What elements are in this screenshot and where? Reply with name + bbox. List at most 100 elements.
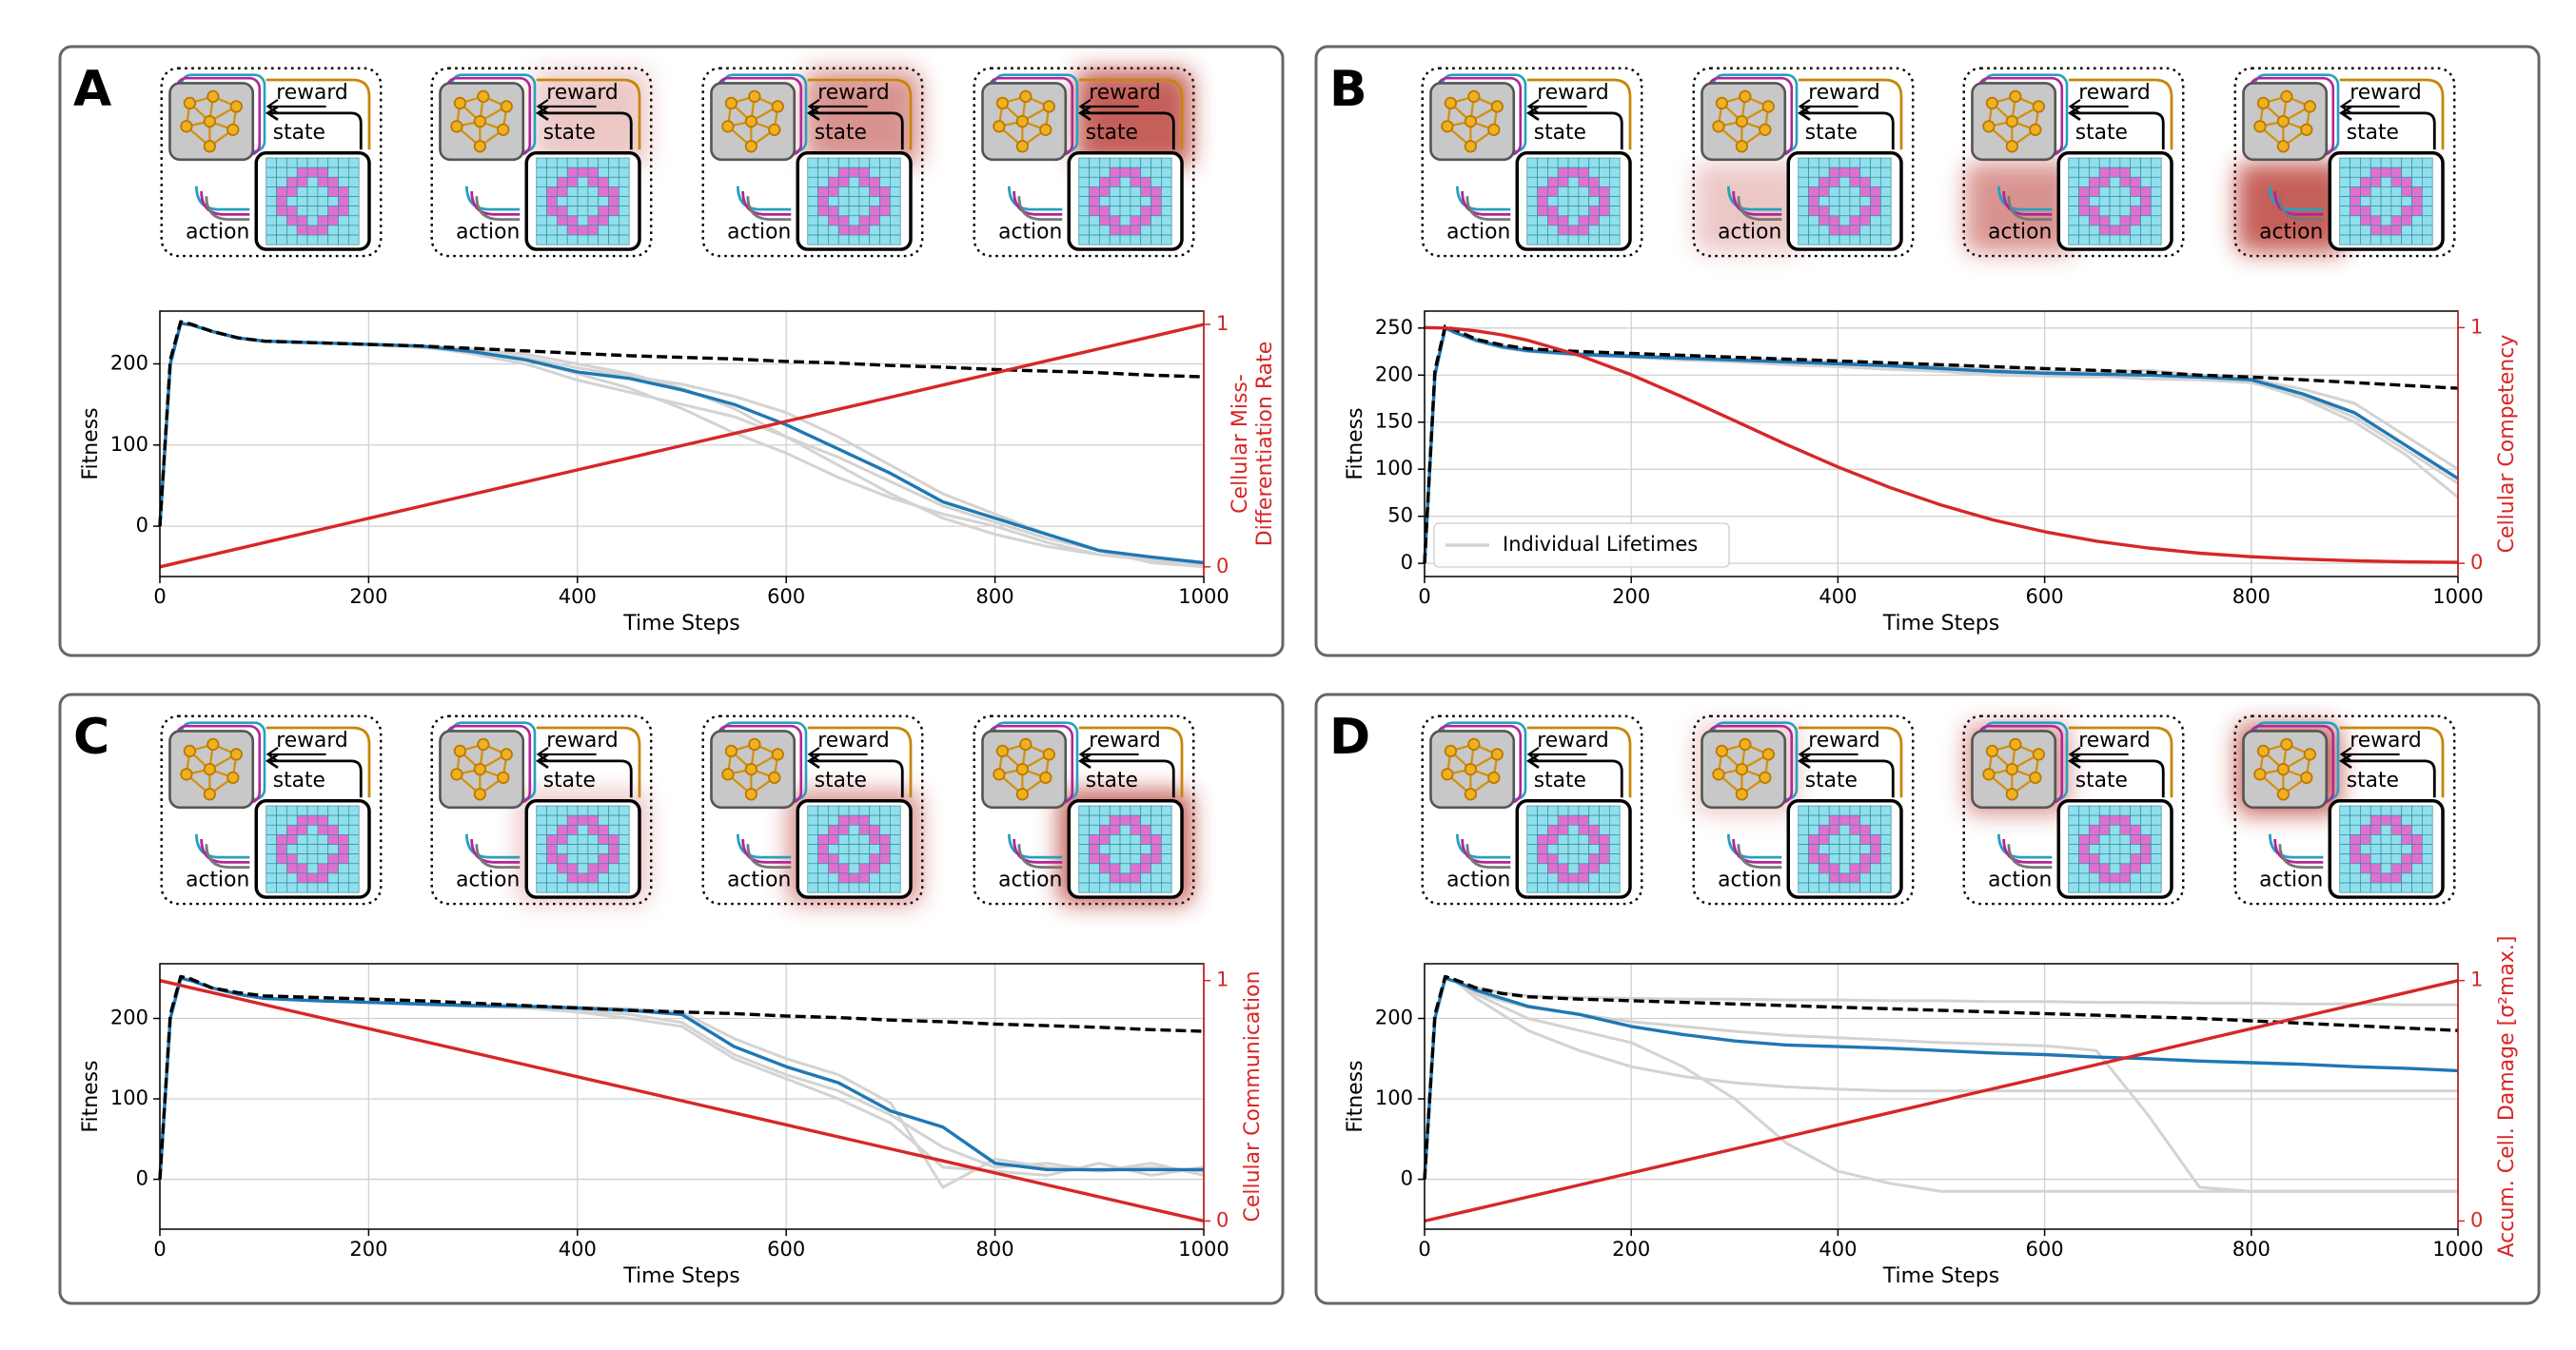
grid-cell [1130,205,1142,217]
grid-cell [598,834,609,845]
reward-arrow [536,78,641,150]
grid-cell [807,814,818,826]
grid-cell [1547,834,1559,845]
grid-cell [338,176,349,187]
grid-cell [536,805,547,816]
grid-cell [1608,205,1621,217]
grid-cell [338,853,349,865]
grid-cell [1608,176,1621,187]
grid-cell [1078,215,1090,226]
grid-cell [2078,186,2090,197]
grid-cell [2411,844,2423,855]
network-node [1019,89,1032,104]
grid-cell [338,834,349,845]
x-tick-label: 0 [153,585,166,608]
grid-cell [1599,215,1610,226]
grid-cell [1160,863,1172,874]
grid-cell [2421,157,2433,168]
grid-cell [889,814,901,826]
grid-cell [1578,196,1590,207]
x-tick-label: 600 [767,585,805,608]
grid-cell [2390,186,2403,197]
grid-cell [1870,872,1881,884]
grid-cell [1150,814,1162,826]
grid-cell [276,853,287,865]
grid-cell [1557,853,1569,865]
grid-cell [1150,196,1162,207]
grid-cell [2098,225,2111,236]
network-node [1464,762,1478,776]
grid-cell [828,834,839,845]
grid-cell [1828,863,1840,874]
grid-cell [1567,225,1580,236]
grid-cell [2370,834,2382,845]
grid-cell [2140,215,2152,226]
y2-tick-label: 1 [1216,312,1229,335]
grid-cell [1870,215,1881,226]
x-tick-label: 800 [2232,585,2271,608]
grid-cell [306,814,319,826]
grid-cell [276,186,287,197]
grid-cell [618,882,630,893]
grid-cell [837,872,850,884]
grid-cell [1828,215,1840,226]
grid-cell [817,234,829,245]
grid-cell [848,176,860,187]
network-node [2032,748,2045,761]
grid-cell [286,853,298,865]
grid-cell [536,853,547,865]
grid-cell [1879,157,1892,168]
grid-cell [1140,814,1151,826]
grid-cell [1547,225,1559,236]
grid-cell [1099,215,1111,226]
grid-cell [2119,176,2132,187]
grid-cell [317,872,329,884]
grid-cell [327,186,339,197]
grid-cell [296,834,308,845]
grid-cell [1089,805,1100,816]
grid-cell [2390,196,2403,207]
grid-cell [1808,834,1819,845]
grid-cell [828,814,839,826]
network-node [1759,123,1772,136]
y-tick-label: 200 [110,351,148,374]
grid-cell [2089,186,2100,197]
grid-cell [817,225,829,236]
grid-cell [2380,205,2392,217]
y-tick-label: 200 [1375,1006,1413,1028]
network-node [477,737,490,752]
network-node [1487,771,1501,784]
grid-cell [2140,853,2152,865]
grid-cell [598,863,609,874]
state-arrow [2338,105,2436,150]
network-node [1015,762,1030,776]
grid-cell [1798,844,1809,855]
grid-cell [1588,872,1600,884]
reward-label: reward [817,729,890,753]
grid-cell [546,225,558,236]
grid-cell [286,166,298,178]
y2-tick-label: 0 [1216,555,1229,577]
grid-cell [1089,176,1100,187]
grid-cell [1859,166,1871,178]
network-node [1715,96,1729,110]
grid-cell [1140,882,1151,893]
grid-cell [306,834,319,845]
state-label: state [2347,121,2399,145]
grid-cell [1089,186,1100,197]
grid-cell [1140,872,1151,884]
network-node [2276,762,2291,776]
state-arrow [1526,747,1587,762]
grid-cell [598,225,609,236]
grid-cell [1150,853,1162,865]
grid-cell [587,882,600,893]
grid-cell [566,215,579,226]
grid-cell [828,176,839,187]
grid-cell [317,157,329,168]
grid-cell [2370,863,2382,874]
perturbation-glow [1695,163,1805,253]
state-arrow [536,747,597,762]
grid-cell [1808,205,1819,217]
grid-cell [2068,196,2079,207]
grid-cell [1819,834,1830,845]
